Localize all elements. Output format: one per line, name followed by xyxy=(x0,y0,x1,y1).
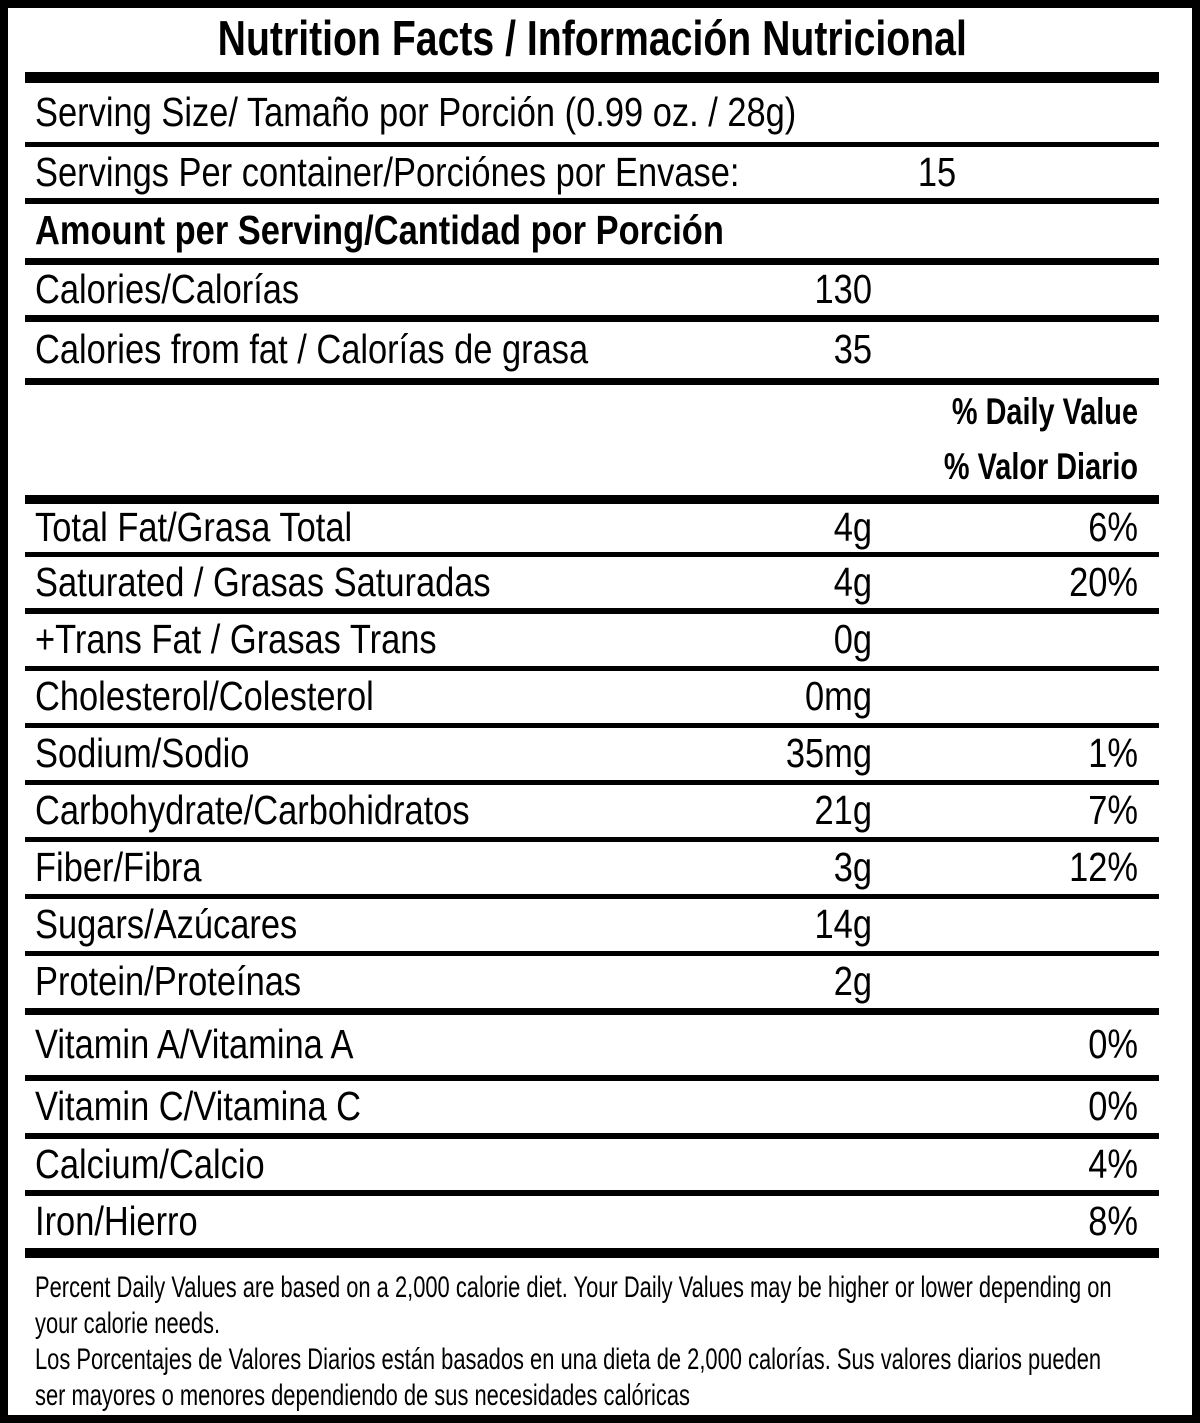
label-title: Nutrition Facts / Información Nutriciona… xyxy=(217,12,967,67)
trans-fat-value: 0g xyxy=(833,616,872,663)
protein-label: Protein/Proteínas xyxy=(35,958,302,1005)
calories-label: Calories/Calorías xyxy=(35,266,300,313)
iron-row: Iron/Hierro 8% xyxy=(25,1196,1159,1258)
calcium-row: Calcium/Calcio 4% xyxy=(25,1139,1159,1196)
protein-row: Protein/Proteínas 2g xyxy=(25,956,1159,1015)
fiber-percent: 12% xyxy=(1069,844,1138,891)
fiber-label: Fiber/Fibra xyxy=(35,844,202,891)
amount-per-serving-header: Amount per Serving/Cantidad por Porción xyxy=(35,207,724,254)
vitamin-a-label: Vitamin A/Vitamina A xyxy=(35,1021,354,1068)
calories-from-fat-value: 35 xyxy=(833,326,872,373)
calcium-label: Calcium/Calcio xyxy=(35,1140,265,1187)
vitamin-a-percent: 0% xyxy=(1088,1021,1138,1068)
calories-from-fat-label: Calories from fat / Calorías de grasa xyxy=(35,326,589,373)
cholesterol-label: Cholesterol/Colesterol xyxy=(35,673,374,720)
sodium-value: 35mg xyxy=(785,730,872,777)
trans-fat-row: +Trans Fat / Grasas Trans 0g xyxy=(25,614,1159,671)
trans-fat-label: +Trans Fat / Grasas Trans xyxy=(35,616,437,663)
daily-value-header-es: % Valor Diario xyxy=(943,446,1138,487)
footnote-spanish: Los Porcentajes de Valores Diarios están… xyxy=(35,1343,1102,1412)
carbohydrate-row: Carbohydrate/Carbohidratos 21g 7% xyxy=(25,785,1159,842)
iron-label: Iron/Hierro xyxy=(35,1198,198,1245)
vitamin-a-row: Vitamin A/Vitamina A 0% xyxy=(25,1015,1159,1081)
servings-per-container-row: Servings Per container/Porciónes por Env… xyxy=(25,147,1159,204)
protein-value: 2g xyxy=(833,958,872,1005)
total-fat-label: Total Fat/Grasa Total xyxy=(35,504,353,551)
label-title-row: Nutrition Facts / Información Nutriciona… xyxy=(25,8,1159,83)
saturated-fat-value: 4g xyxy=(833,558,872,605)
vitamin-c-percent: 0% xyxy=(1088,1083,1138,1130)
calories-from-fat-row: Calories from fat / Calorías de grasa 35 xyxy=(25,322,1159,385)
carbohydrate-percent: 7% xyxy=(1088,787,1138,834)
cholesterol-row: Cholesterol/Colesterol 0mg xyxy=(25,671,1159,728)
serving-size-label: Serving Size/ Tamaño por Porción (0.99 o… xyxy=(35,88,797,135)
serving-size-row: Serving Size/ Tamaño por Porción (0.99 o… xyxy=(25,83,1159,147)
sugars-value: 14g xyxy=(814,901,872,948)
total-fat-percent: 6% xyxy=(1088,504,1138,551)
saturated-fat-label: Saturated / Grasas Saturadas xyxy=(35,558,491,605)
fiber-row: Fiber/Fibra 3g 12% xyxy=(25,842,1159,899)
sodium-label: Sodium/Sodio xyxy=(35,730,250,777)
daily-value-header-en: % Daily Value xyxy=(951,391,1138,433)
calcium-percent: 4% xyxy=(1088,1140,1138,1187)
carbohydrate-value: 21g xyxy=(814,787,872,834)
fiber-value: 3g xyxy=(833,844,872,891)
footnote-english: Percent Daily Values are based on a 2,00… xyxy=(35,1271,1112,1340)
sugars-row: Sugars/Azúcares 14g xyxy=(25,899,1159,956)
saturated-fat-row: Saturated / Grasas Saturadas 4g 20% xyxy=(25,557,1159,614)
vitamin-c-row: Vitamin C/Vitamina C 0% xyxy=(25,1081,1159,1139)
sodium-row: Sodium/Sodio 35mg 1% xyxy=(25,728,1159,785)
amount-per-serving-header-row: Amount per Serving/Cantidad por Porción xyxy=(25,204,1159,265)
calories-value: 130 xyxy=(814,266,872,313)
footnote-section: Percent Daily Values are based on a 2,00… xyxy=(25,1258,1159,1415)
sugars-label: Sugars/Azúcares xyxy=(35,901,298,948)
iron-percent: 8% xyxy=(1088,1198,1138,1245)
total-fat-row: Total Fat/Grasa Total 4g 6% xyxy=(25,504,1159,557)
calories-row: Calories/Calorías 130 xyxy=(25,265,1159,322)
vitamin-c-label: Vitamin C/Vitamina C xyxy=(35,1083,362,1130)
total-fat-value: 4g xyxy=(833,504,872,551)
sodium-percent: 1% xyxy=(1088,730,1138,777)
servings-per-container-label: Servings Per container/Porciónes por Env… xyxy=(35,148,740,195)
carbohydrate-label: Carbohydrate/Carbohidratos xyxy=(35,787,470,834)
label-body: Nutrition Facts / Información Nutriciona… xyxy=(25,8,1159,1415)
daily-value-header-block: % Daily Value % Valor Diario xyxy=(25,385,1159,504)
cholesterol-value: 0mg xyxy=(804,673,872,720)
servings-per-container-value: 15 xyxy=(917,148,956,195)
saturated-fat-percent: 20% xyxy=(1069,558,1138,605)
